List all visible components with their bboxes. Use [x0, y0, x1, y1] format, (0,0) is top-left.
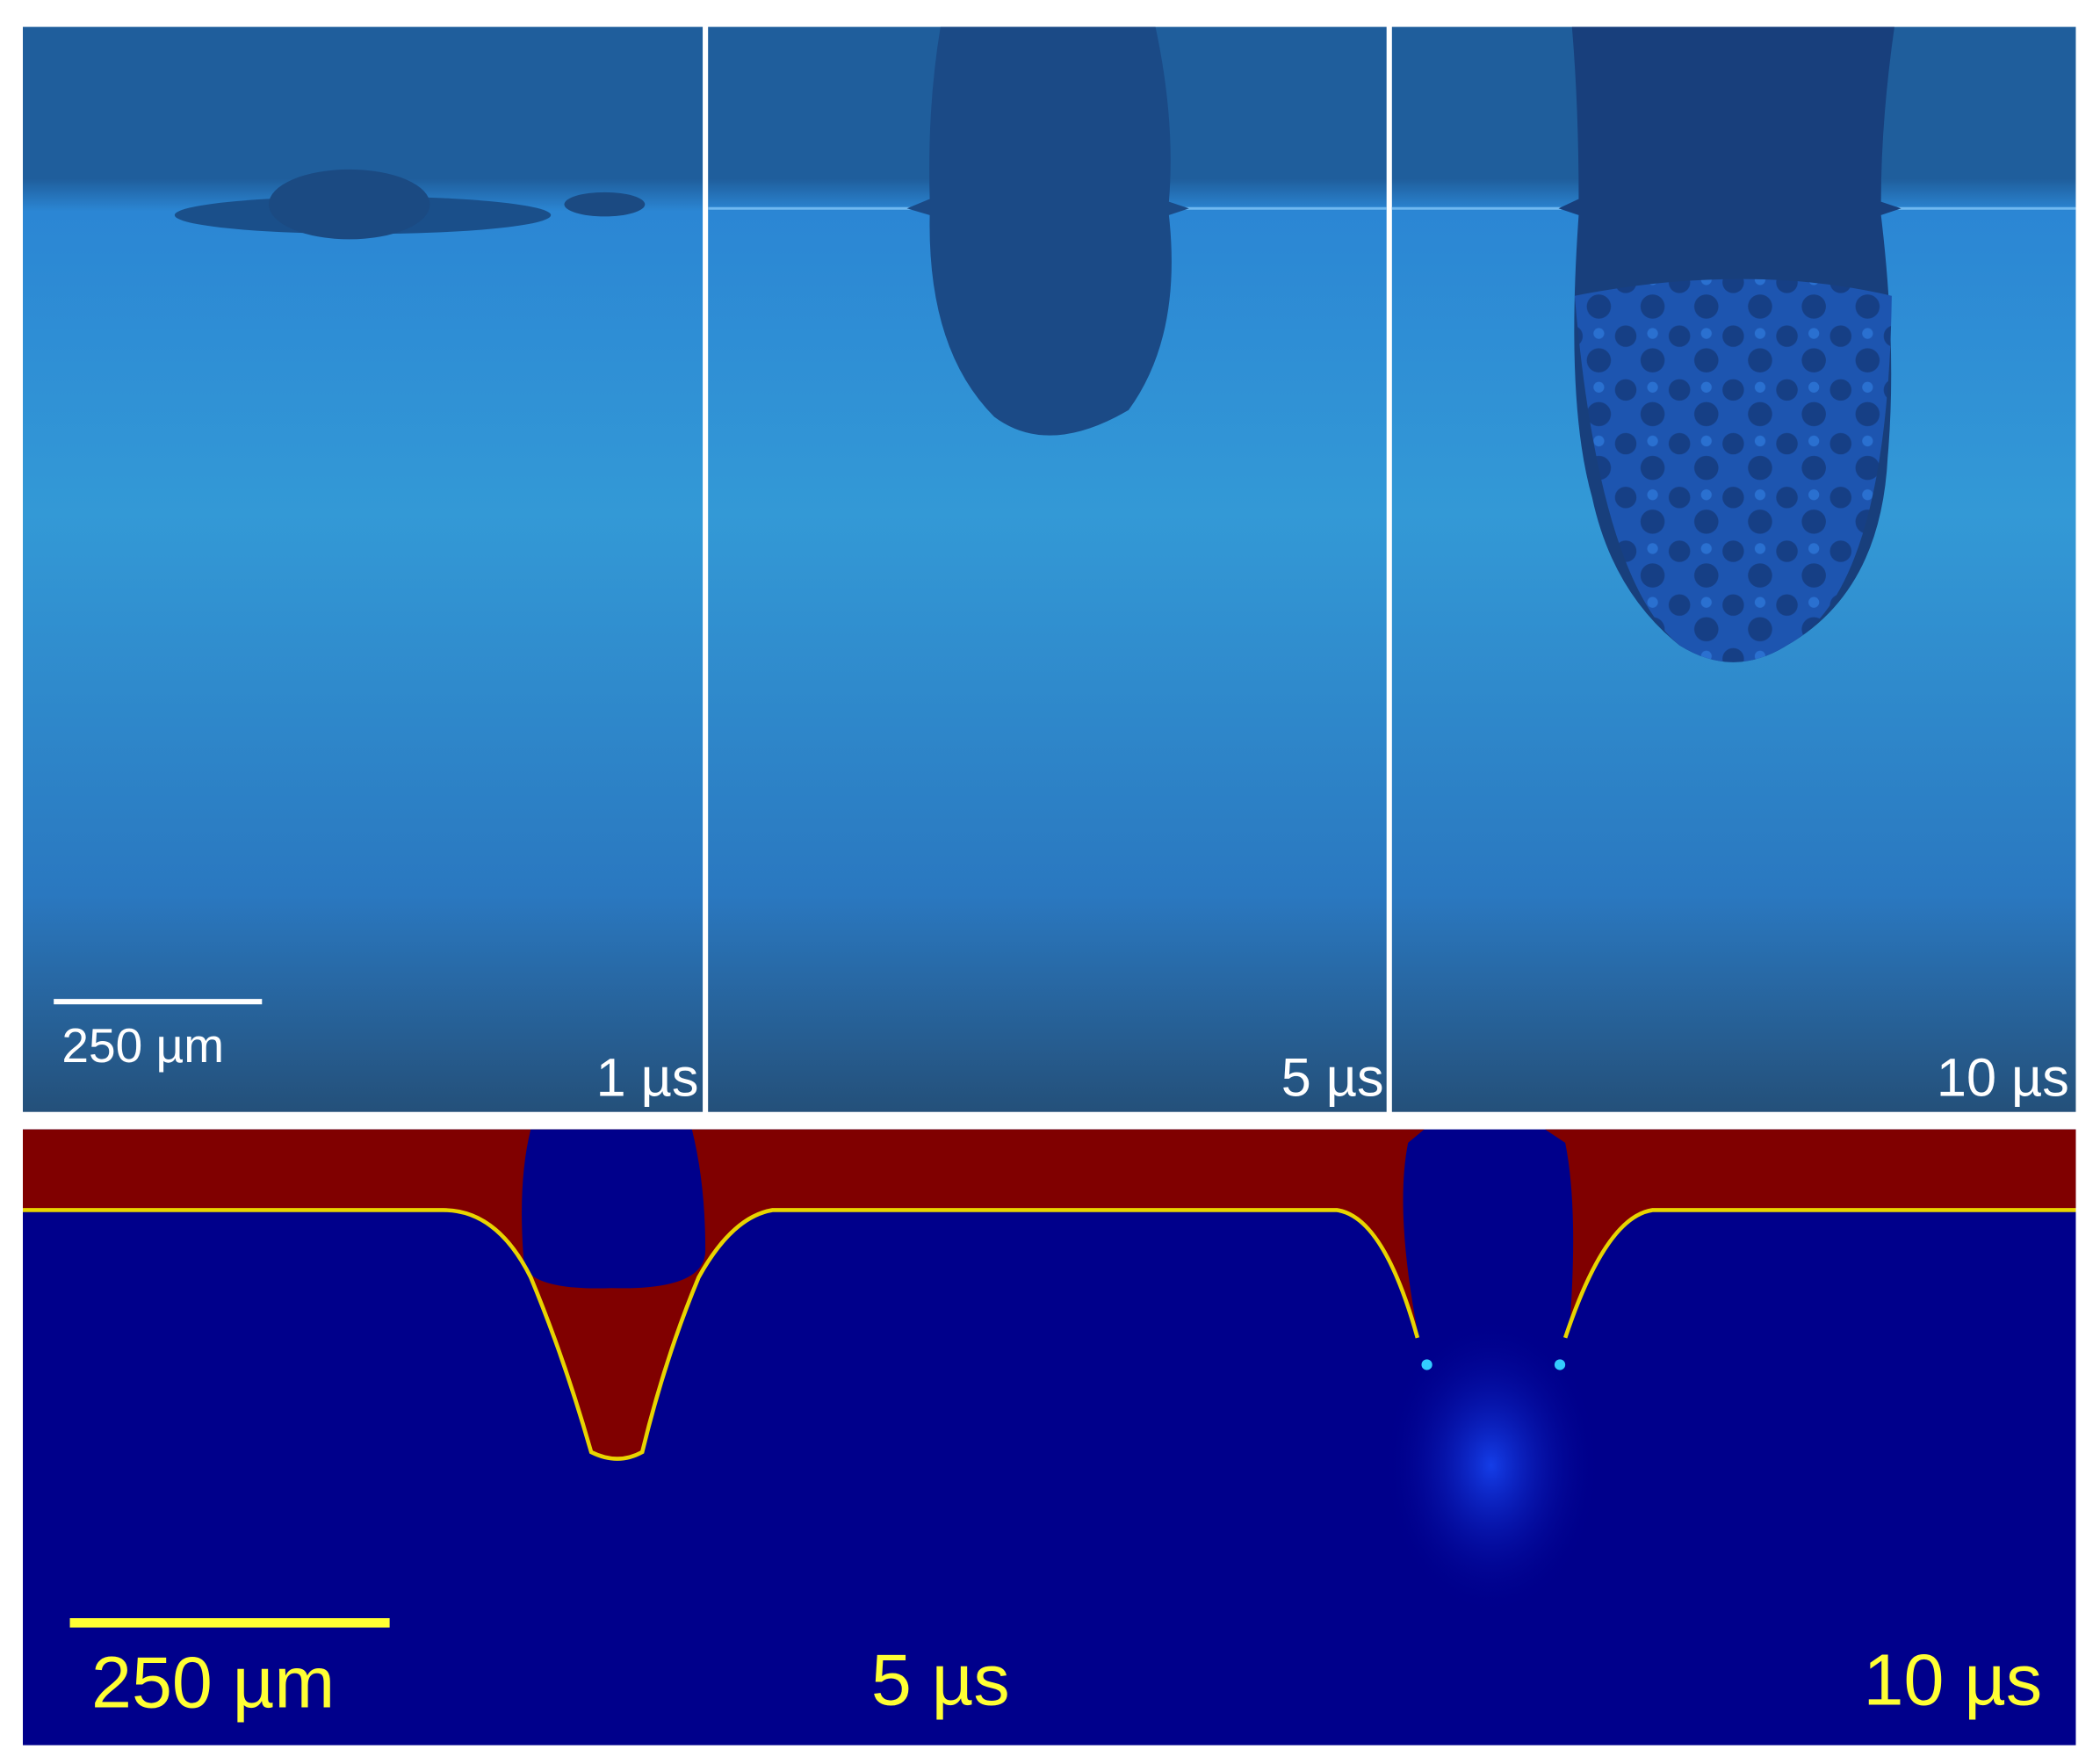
- time-label: 10 µs: [1864, 1639, 2043, 1721]
- experiment-panels: 250 µm 1 µs 5 µs 10 µs: [23, 26, 2076, 1112]
- scale-label: 250 µm: [91, 1642, 335, 1724]
- time-label: 10 µs: [1937, 1047, 2069, 1107]
- droplet: [1421, 1359, 1432, 1370]
- time-label: 5 µs: [871, 1639, 1010, 1721]
- plume: [906, 26, 1189, 436]
- bubble: [268, 169, 430, 240]
- droplet: [1554, 1359, 1566, 1370]
- pressure-glow: [1383, 1317, 1599, 1614]
- bubble: [564, 192, 646, 217]
- cavitation-cloud: [1574, 278, 1892, 662]
- time-label: 5 µs: [1281, 1047, 1384, 1107]
- interface-contour: [23, 1208, 2076, 1461]
- simulation-background: [23, 1129, 2076, 1746]
- cavity: [522, 1129, 706, 1289]
- scale-label: 250 µm: [61, 1018, 224, 1073]
- time-label: 1 µs: [596, 1047, 699, 1107]
- simulation-panel: 250 µm 5 µs 10 µs: [23, 1129, 2076, 1746]
